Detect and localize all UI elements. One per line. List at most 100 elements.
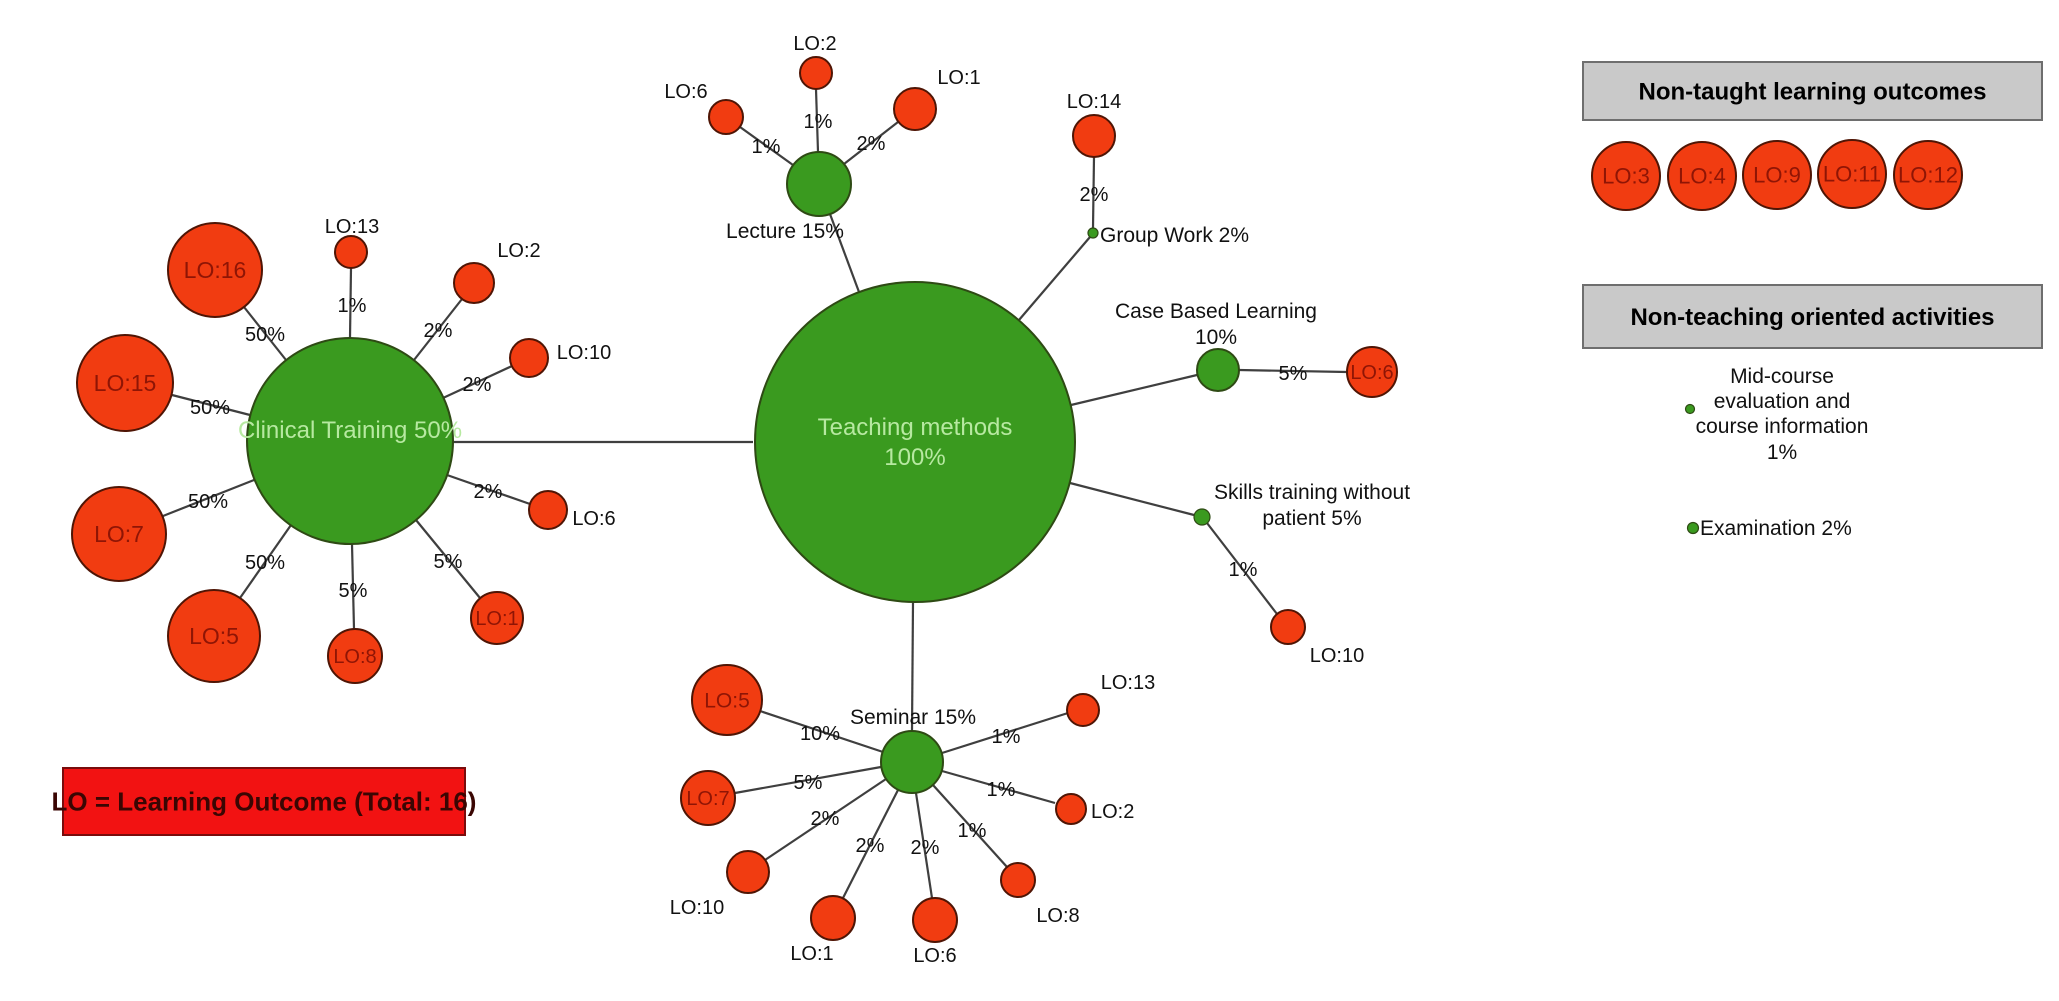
edge-10 bbox=[171, 393, 251, 417]
edge-1 bbox=[348, 267, 353, 339]
pct-clinical-lo2: 2% bbox=[424, 320, 453, 342]
label-group-work: Group Work 2% bbox=[1100, 224, 1249, 247]
edge-9 bbox=[162, 478, 255, 518]
node-label-lo7-seminar: LO:7 bbox=[686, 788, 729, 810]
edge-23 bbox=[734, 765, 882, 795]
node-seminar bbox=[880, 730, 944, 794]
edge-19 bbox=[1069, 481, 1195, 517]
label-case-based-1: Case Based Learning bbox=[1115, 300, 1317, 323]
edge-15 bbox=[1091, 156, 1096, 229]
node-lo11-panel bbox=[1817, 139, 1887, 209]
edge-20 bbox=[1206, 522, 1278, 615]
label-lo8-seminar: LO:8 bbox=[1036, 905, 1079, 927]
node-lo2-seminar bbox=[1055, 793, 1087, 825]
label-lo1-lecture: LO:1 bbox=[937, 67, 980, 89]
edge-24 bbox=[764, 778, 887, 861]
pct-clinical-lo1: 5% bbox=[434, 551, 463, 573]
node-skills-training-dot bbox=[1193, 508, 1211, 526]
node-label-lo15-clinical: LO:15 bbox=[94, 370, 157, 396]
node-label-lo16-clinical: LO:16 bbox=[184, 257, 247, 283]
edge-6 bbox=[415, 519, 481, 599]
node-lo10-skills bbox=[1270, 609, 1306, 645]
edge-18 bbox=[1238, 368, 1348, 374]
label-lo6-clinical: LO:6 bbox=[572, 508, 615, 530]
label-lo10-clinical: LO:10 bbox=[557, 342, 611, 364]
label-lo10-skills: LO:10 bbox=[1310, 645, 1364, 667]
pct-clinical-lo5: 50% bbox=[245, 552, 285, 574]
pct-seminar-lo1: 2% bbox=[856, 835, 885, 857]
panel-mid-course-4: 1% bbox=[1767, 441, 1797, 464]
pct-seminar-lo10: 2% bbox=[811, 808, 840, 830]
legend-box bbox=[62, 767, 466, 836]
node-lo2-lecture bbox=[799, 56, 833, 90]
non-teaching-header-label: Non-teaching oriented activities bbox=[1630, 304, 1994, 331]
pct-clinical-lo7: 50% bbox=[188, 491, 228, 513]
node-examination-dot bbox=[1686, 521, 1700, 535]
pct-clinical-lo6: 2% bbox=[474, 481, 503, 503]
label-lo14: LO:14 bbox=[1067, 91, 1121, 113]
pct-seminar-lo7: 5% bbox=[794, 772, 823, 794]
pct-lecture-lo2: 1% bbox=[804, 111, 833, 133]
label-lo13-seminar: LO:13 bbox=[1101, 672, 1155, 694]
edge-3 bbox=[442, 365, 513, 399]
pct-clinical-lo8: 5% bbox=[339, 580, 368, 602]
node-lo7-clinical bbox=[71, 486, 167, 582]
label-lo1-seminar: LO:1 bbox=[790, 943, 833, 965]
label-case-based-2: 10% bbox=[1195, 326, 1237, 349]
pct-clinical-lo13: 1% bbox=[338, 295, 367, 317]
legend-label: LO = Learning Outcome (Total: 16) bbox=[52, 787, 477, 817]
edge-13 bbox=[843, 121, 899, 165]
pct-seminar-lo8: 1% bbox=[958, 820, 987, 842]
node-label-lo5-clinical: LO:5 bbox=[189, 623, 239, 649]
node-lo9-panel bbox=[1742, 140, 1812, 210]
panel-examination: Examination 2% bbox=[1700, 517, 1852, 540]
node-lo7-seminar bbox=[680, 770, 736, 826]
node-lo1-clinical bbox=[470, 591, 524, 645]
label-lecture: Lecture 15% bbox=[726, 220, 844, 243]
node-clinical-training bbox=[246, 337, 454, 545]
node-label-lo11-panel: LO:11 bbox=[1823, 162, 1881, 187]
node-lecture bbox=[786, 151, 852, 217]
pct-skills-lo10: 1% bbox=[1229, 559, 1258, 581]
edge-11 bbox=[739, 126, 794, 166]
panel-mid-course-3: course information bbox=[1696, 415, 1869, 438]
node-lo10-seminar bbox=[726, 850, 770, 894]
edge-5 bbox=[446, 473, 531, 506]
edge-16 bbox=[1018, 236, 1091, 321]
pct-seminar-lo6: 2% bbox=[911, 837, 940, 859]
panel-mid-course-1: Mid-course bbox=[1730, 365, 1834, 388]
node-lo1-lecture bbox=[893, 87, 937, 131]
label-lo2-clinical: LO:2 bbox=[497, 240, 540, 262]
edge-21 bbox=[910, 601, 915, 732]
edge-17 bbox=[1070, 373, 1198, 407]
node-lo8-seminar bbox=[1000, 862, 1036, 898]
node-lo6-case bbox=[1346, 346, 1398, 398]
node-lo13-clinical bbox=[334, 235, 368, 269]
pct-clinical-lo15: 50% bbox=[190, 397, 230, 419]
label-lo2-seminar: LO:2 bbox=[1091, 801, 1134, 823]
pct-seminar-lo5: 10% bbox=[800, 723, 840, 745]
pct-seminar-lo13: 1% bbox=[992, 726, 1021, 748]
non-teaching-header-box bbox=[1582, 284, 2043, 349]
node-label-lo6-case: LO:6 bbox=[1350, 362, 1393, 384]
label-lo13-clinical: LO:13 bbox=[325, 216, 379, 238]
node-label-lo9-panel: LO:9 bbox=[1753, 163, 1801, 188]
node-lo10-clinical bbox=[509, 338, 549, 378]
edge-14 bbox=[828, 213, 861, 293]
pct-clinical-lo10: 2% bbox=[463, 374, 492, 396]
node-lo4-panel bbox=[1667, 141, 1737, 211]
pct-clinical-lo16: 50% bbox=[245, 324, 285, 346]
node-teaching-methods bbox=[754, 281, 1076, 603]
node-case-based-learning bbox=[1196, 348, 1240, 392]
edge-22 bbox=[759, 709, 884, 754]
pct-lecture-lo1: 2% bbox=[857, 133, 886, 155]
node-lo1-seminar bbox=[810, 895, 856, 941]
edge-28 bbox=[941, 769, 1056, 805]
label-lo2-lecture: LO:2 bbox=[793, 33, 836, 55]
node-lo5-clinical bbox=[167, 589, 261, 683]
edge-7 bbox=[350, 543, 356, 630]
label-lo10-seminar: LO:10 bbox=[670, 897, 724, 919]
non-taught-header-label: Non-taught learning outcomes bbox=[1639, 78, 1987, 105]
node-label-lo8-clinical: LO:8 bbox=[333, 646, 376, 668]
